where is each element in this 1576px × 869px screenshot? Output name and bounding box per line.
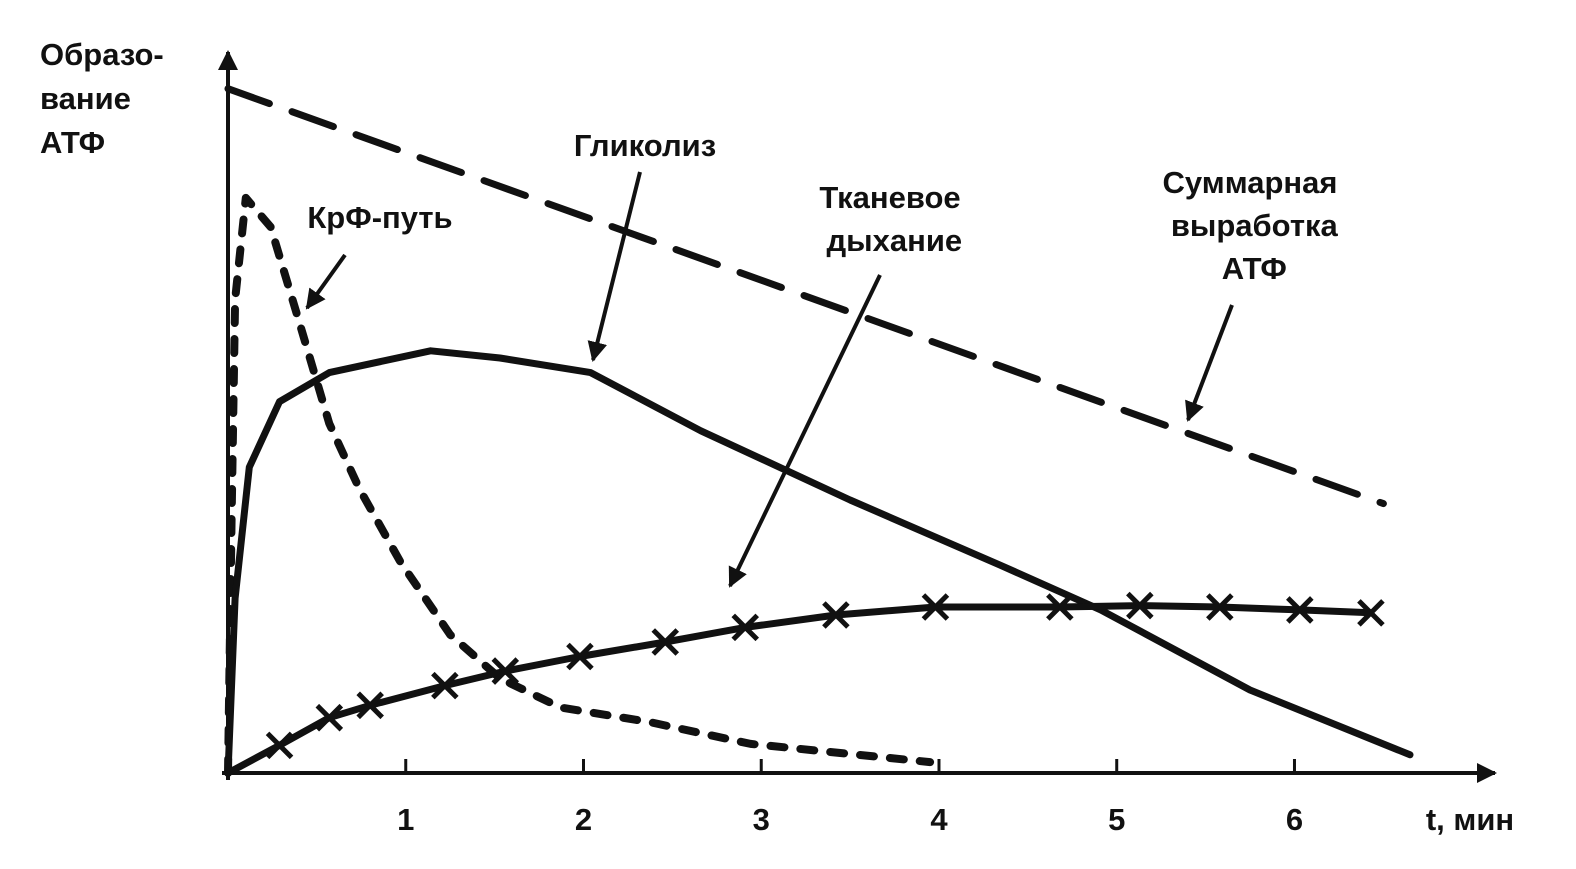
annotation-arrow [1185, 304, 1234, 422]
cross-marker [822, 601, 850, 629]
series-line [224, 602, 1375, 777]
y-axis-label: вание [40, 81, 131, 116]
x-tick-label: 3 [753, 802, 770, 837]
cross-marker [1126, 591, 1154, 620]
cross-marker [921, 593, 950, 621]
series-label: Гликолиз [574, 128, 716, 163]
x-axis-label: t, мин [1426, 802, 1514, 837]
cross-marker [265, 731, 294, 760]
series-label: Суммарная выработка АТФ [1162, 165, 1338, 286]
cross-marker [1206, 593, 1234, 621]
cross-marker [431, 671, 459, 700]
x-tick-label: 5 [1108, 802, 1125, 837]
cross-marker [1046, 593, 1074, 621]
cross-marker [566, 642, 594, 671]
cross-marker [1357, 599, 1385, 627]
x-tick-label: 4 [930, 802, 948, 837]
x-tick-label: 2 [575, 802, 592, 837]
series-line [224, 193, 935, 777]
y-axis-label: АТФ [40, 125, 105, 160]
x-tick-label: 6 [1286, 802, 1303, 837]
cross-marker [315, 703, 344, 732]
annotation-arrow [587, 171, 642, 362]
series-label: Тканевое дыхание [818, 180, 962, 258]
series-label: КрФ-путь [307, 200, 452, 235]
cross-marker [731, 613, 760, 642]
cross-marker [356, 691, 384, 720]
series-line [224, 347, 1414, 777]
series-line [224, 85, 1387, 508]
annotation-arrow [305, 253, 347, 310]
cross-marker [1286, 596, 1314, 624]
y-axis-label: Образо- [40, 37, 164, 72]
x-tick-label: 1 [397, 802, 414, 837]
cross-marker [491, 657, 520, 685]
cross-marker [651, 628, 680, 656]
annotation-arrow [728, 274, 882, 588]
